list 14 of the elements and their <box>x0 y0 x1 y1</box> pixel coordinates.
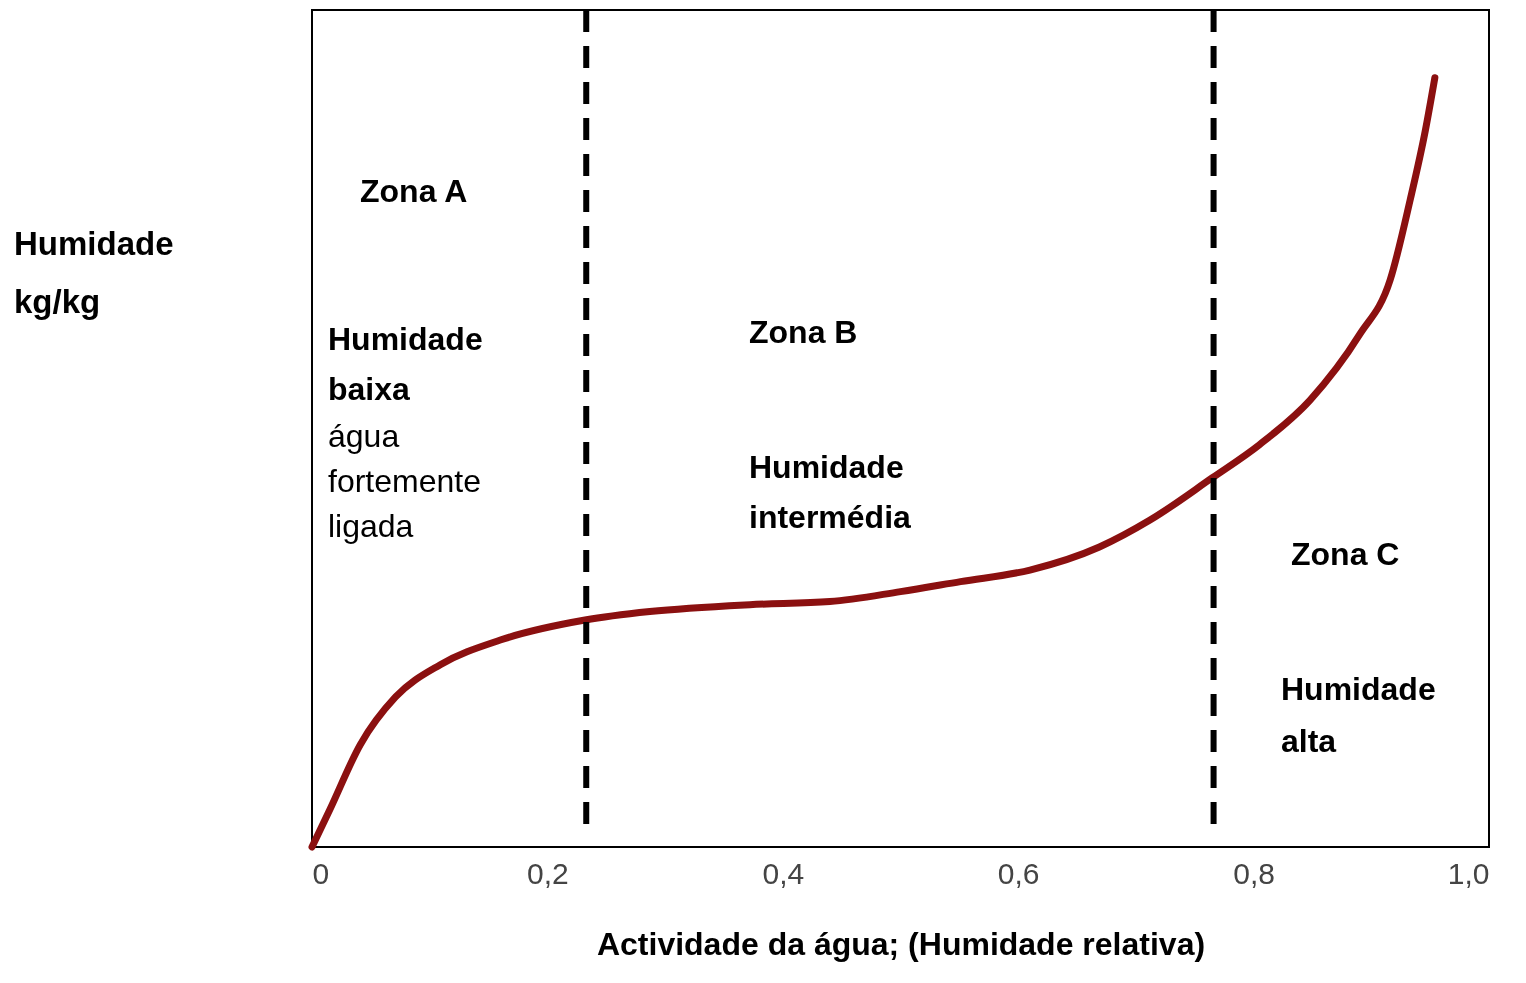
annotation: água fortemente ligada <box>328 418 481 544</box>
x-axis-title: Actividade da água; (Humidade relativa) <box>596 925 1206 962</box>
x-tick-label: 0,4 <box>762 856 805 890</box>
annotation: Humidade intermédia <box>749 449 912 535</box>
x-tick-label: 0,8 <box>1233 856 1275 890</box>
x-tick-label: 1,0 <box>1447 856 1490 890</box>
y-axis-title: Humidade kg/kg <box>14 225 174 320</box>
x-tick-label: 0,6 <box>997 856 1040 890</box>
x-tick-label: 0,2 <box>527 856 569 890</box>
x-tick-label: 0 <box>312 856 330 890</box>
annotation: Zona C <box>1291 536 1400 572</box>
annotation: Zona A <box>360 173 468 209</box>
annotation: Zona B <box>749 314 858 350</box>
annotation: Humidade alta <box>1281 671 1436 759</box>
